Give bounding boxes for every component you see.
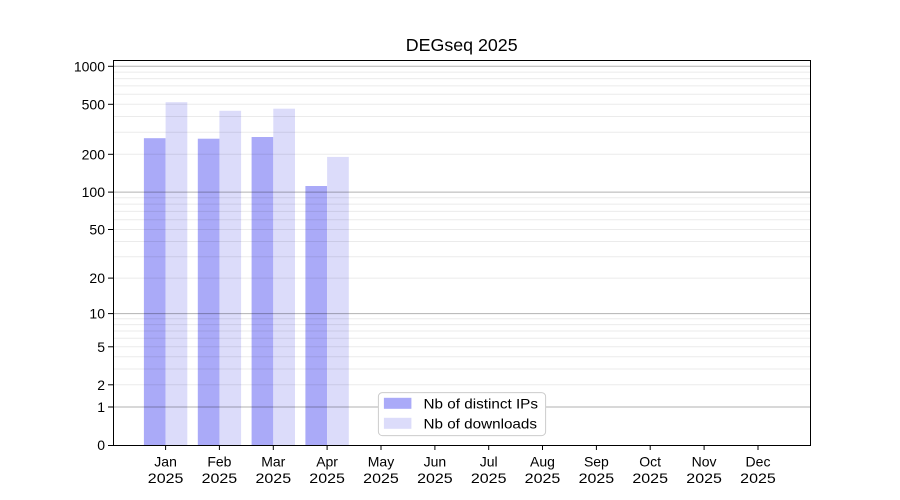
svg-text:Oct: Oct bbox=[639, 454, 661, 470]
svg-text:Nb of downloads: Nb of downloads bbox=[424, 416, 538, 432]
svg-text:0: 0 bbox=[97, 437, 105, 453]
svg-text:2025: 2025 bbox=[256, 470, 292, 486]
svg-text:2025: 2025 bbox=[686, 470, 722, 486]
svg-text:2025: 2025 bbox=[148, 470, 184, 486]
svg-text:5: 5 bbox=[97, 339, 105, 355]
svg-text:200: 200 bbox=[82, 146, 106, 162]
svg-text:Aug: Aug bbox=[530, 454, 555, 470]
svg-text:50: 50 bbox=[89, 222, 105, 238]
svg-text:2025: 2025 bbox=[632, 470, 668, 486]
svg-text:500: 500 bbox=[82, 96, 106, 112]
svg-text:2025: 2025 bbox=[525, 470, 561, 486]
svg-text:May: May bbox=[368, 454, 394, 470]
svg-text:Sep: Sep bbox=[584, 454, 609, 470]
svg-text:2025: 2025 bbox=[471, 470, 507, 486]
svg-text:Dec: Dec bbox=[746, 454, 771, 470]
svg-text:1: 1 bbox=[97, 399, 105, 415]
svg-text:Apr: Apr bbox=[316, 454, 338, 470]
svg-text:Mar: Mar bbox=[261, 454, 285, 470]
svg-text:2025: 2025 bbox=[740, 470, 776, 486]
svg-text:100: 100 bbox=[82, 184, 106, 200]
svg-text:Nov: Nov bbox=[692, 454, 717, 470]
svg-text:2025: 2025 bbox=[363, 470, 399, 486]
svg-text:2: 2 bbox=[97, 377, 105, 393]
svg-text:Jul: Jul bbox=[480, 454, 498, 470]
svg-text:20: 20 bbox=[89, 270, 105, 286]
svg-text:Jan: Jan bbox=[154, 454, 177, 470]
svg-text:DEGseq 2025: DEGseq 2025 bbox=[406, 35, 518, 55]
svg-text:10: 10 bbox=[89, 306, 105, 322]
svg-text:Jun: Jun bbox=[424, 454, 447, 470]
svg-text:2025: 2025 bbox=[202, 470, 238, 486]
svg-text:1000: 1000 bbox=[74, 58, 105, 74]
svg-text:2025: 2025 bbox=[417, 470, 453, 486]
svg-text:2025: 2025 bbox=[309, 470, 345, 486]
svg-text:2025: 2025 bbox=[579, 470, 615, 486]
svg-text:Feb: Feb bbox=[207, 454, 231, 470]
svg-text:Nb of distinct IPs: Nb of distinct IPs bbox=[424, 396, 539, 412]
